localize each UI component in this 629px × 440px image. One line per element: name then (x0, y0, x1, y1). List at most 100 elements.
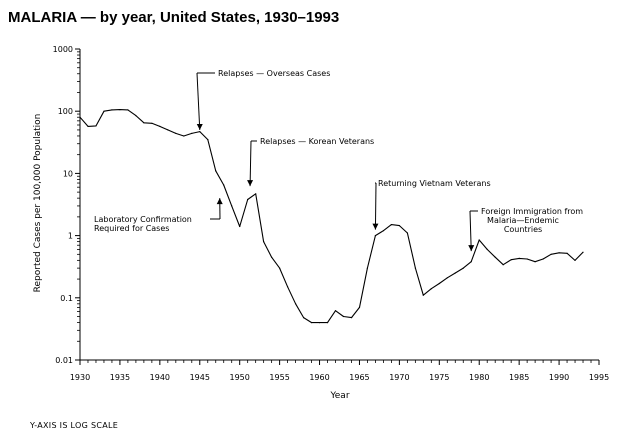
x-tick-label: 1965 (349, 373, 369, 382)
data-point (279, 267, 281, 269)
x-tick-label: 1950 (230, 373, 250, 382)
y-tick-label: 10 (63, 169, 73, 178)
data-point (199, 131, 201, 133)
data-point (582, 251, 584, 253)
data-point (510, 259, 512, 261)
data-point (406, 232, 408, 234)
data-point (358, 306, 361, 308)
data-point (518, 257, 520, 259)
annotation-arrowhead (372, 223, 379, 230)
annotation-label: Laboratory Confirmation (94, 215, 192, 224)
axes: 0.01 0.1 1 10 100 1000 1930 1935 1940 1945 1950 195… (53, 45, 610, 382)
data-point (502, 264, 504, 266)
data-point (446, 277, 448, 279)
malaria-series-line (79, 109, 584, 324)
data-point (334, 310, 337, 312)
data-point (295, 303, 297, 305)
data-point (87, 125, 89, 127)
annotation-label: Countries (504, 225, 542, 234)
y-tick-label: 0.01 (55, 356, 73, 365)
data-point (159, 125, 161, 127)
data-point (191, 132, 193, 134)
data-point (111, 109, 113, 111)
data-point (239, 225, 241, 228)
data-point (478, 239, 480, 241)
x-tick-label: 1955 (269, 373, 289, 382)
annotation-arrowhead (247, 180, 254, 187)
annotation-arrowhead (196, 123, 203, 130)
annotation-label: Relapses — Overseas Cases (218, 69, 330, 78)
annotation-label: Malaria—Endemic (487, 216, 559, 225)
data-point (127, 109, 129, 111)
data-point (366, 267, 368, 269)
x-tick-label: 1935 (110, 373, 130, 382)
data-point (223, 184, 225, 186)
data-point (303, 317, 305, 319)
x-tick-label: 1970 (389, 373, 409, 382)
annotations-layer: Relapses — Overseas Cases Relapses — Kore… (94, 69, 583, 252)
data-point (326, 322, 329, 324)
data-point (143, 122, 145, 124)
data-point (574, 259, 576, 261)
data-point (462, 267, 464, 269)
data-point (263, 241, 265, 243)
data-point (350, 317, 353, 319)
annotation-label: Foreign Immigration from (481, 207, 583, 216)
data-point (318, 322, 321, 324)
data-point (135, 115, 137, 117)
data-point (95, 125, 97, 127)
data-point (542, 258, 544, 260)
data-point (215, 170, 217, 172)
x-tick-label: 1960 (309, 373, 329, 382)
annotation-arrowhead (468, 245, 475, 252)
data-point (454, 272, 456, 274)
data-point (183, 135, 185, 137)
data-point (175, 132, 177, 134)
data-point (151, 122, 153, 124)
series-layer (79, 109, 584, 324)
data-point (526, 258, 528, 260)
data-point (390, 224, 392, 226)
x-tick-label: 1980 (469, 373, 489, 382)
annotation-arrow (469, 210, 472, 252)
y-tick-label: 100 (58, 107, 73, 116)
data-point (414, 267, 416, 269)
x-axis-label: Year (329, 391, 349, 401)
annotation-label: Returning Vietnam Veterans (378, 179, 491, 188)
annotation-arrow (196, 72, 201, 130)
data-point (119, 109, 121, 111)
data-point (494, 256, 496, 258)
x-tick-label: 1985 (509, 373, 529, 382)
x-tick-label: 1975 (429, 373, 449, 382)
x-tick-label: 1990 (549, 373, 569, 382)
annotation-arrowhead (216, 198, 223, 205)
annotation-label: Relapses — Korean Veterans (260, 137, 374, 146)
data-point (207, 139, 209, 141)
data-point (311, 322, 313, 324)
data-point (255, 193, 257, 195)
data-point (430, 288, 432, 290)
y-tick-label: 1000 (53, 45, 73, 54)
data-point (558, 252, 560, 254)
y-axis-label: Reported Cases per 100,000 Population (33, 114, 43, 293)
data-point (103, 110, 105, 112)
data-point (566, 252, 568, 254)
log-scale-footnote: Y-AXIS IS LOG SCALE (30, 421, 119, 430)
x-tick-label: 1940 (150, 373, 170, 382)
data-point (438, 282, 440, 285)
y-tick-label: 1 (68, 232, 73, 241)
data-point (382, 230, 384, 232)
annotation-arrow (249, 140, 252, 187)
data-point (486, 248, 488, 250)
data-point (422, 294, 424, 296)
annotation-label: Required for Cases (94, 224, 169, 233)
data-point (231, 205, 233, 207)
chart-title: MALARIA — by year, United States, 1930–1… (8, 9, 340, 26)
data-point (247, 198, 249, 201)
data-point (374, 235, 376, 237)
data-point (342, 315, 345, 318)
x-tick-label: 1945 (190, 373, 210, 382)
data-point (79, 116, 81, 118)
data-point (398, 225, 400, 227)
